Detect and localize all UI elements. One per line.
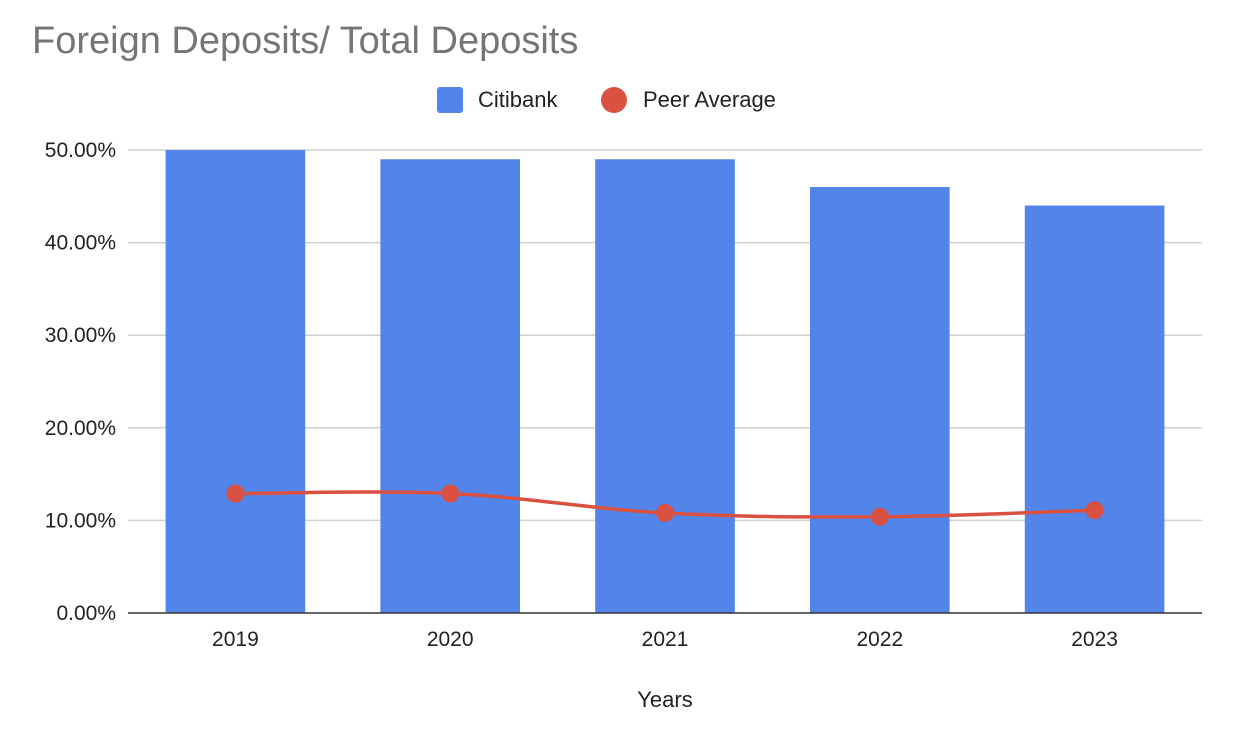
- x-tick-label: 2022: [856, 628, 903, 651]
- citibank-bars: [165, 150, 1165, 614]
- legend-item-peer-average[interactable]: Peer Average: [601, 87, 776, 113]
- y-tick-label: 20.00%: [45, 417, 116, 440]
- y-axis-tick-labels: 0.00% 10.00% 20.00% 30.00% 40.00% 50.00%: [45, 139, 116, 625]
- chart-title: Foreign Deposits/ Total Deposits: [32, 20, 578, 62]
- peer-average-point-2020[interactable]: [441, 484, 460, 503]
- citibank-bar-2020[interactable]: [380, 159, 521, 613]
- y-tick-label: 10.00%: [45, 509, 116, 532]
- citibank-bar-2023[interactable]: [1024, 205, 1165, 613]
- y-tick-label: 40.00%: [45, 232, 116, 255]
- legend-swatch-peer-average: [601, 87, 627, 113]
- legend-label-citibank: Citibank: [478, 87, 558, 112]
- y-tick-label: 30.00%: [45, 324, 116, 347]
- citibank-bar-2021[interactable]: [595, 159, 735, 613]
- x-tick-label: 2019: [212, 628, 259, 651]
- legend-swatch-citibank: [437, 87, 463, 113]
- peer-average-point-2022[interactable]: [870, 507, 889, 526]
- y-tick-label: 50.00%: [45, 139, 116, 162]
- peer-average-line-series: [226, 484, 1104, 526]
- x-tick-label: 2020: [427, 628, 474, 651]
- citibank-bar-2019[interactable]: [165, 150, 306, 613]
- peer-average-point-2023[interactable]: [1085, 501, 1104, 520]
- y-tick-label: 0.00%: [56, 602, 116, 625]
- x-axis-title: Years: [637, 687, 692, 712]
- legend-item-citibank[interactable]: Citibank: [437, 87, 558, 113]
- legend-label-peer-average: Peer Average: [643, 87, 776, 112]
- x-tick-label: 2023: [1071, 628, 1118, 651]
- peer-average-point-2021[interactable]: [656, 503, 674, 522]
- peer-average-point-2019[interactable]: [226, 484, 245, 503]
- legend: Citibank Peer Average: [437, 87, 776, 113]
- x-tick-label: 2021: [642, 628, 689, 651]
- citibank-bar-2022[interactable]: [809, 187, 950, 614]
- x-axis-tick-labels: 2019 2020 2021 2022 2023: [212, 628, 1118, 651]
